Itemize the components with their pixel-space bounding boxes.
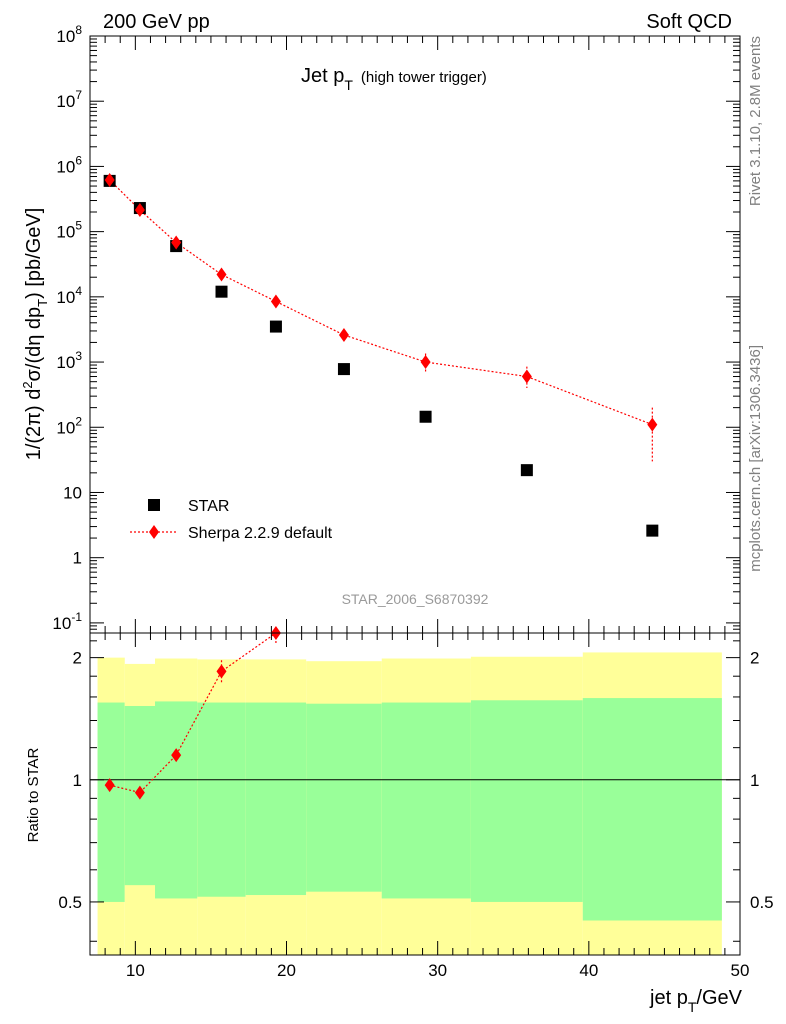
ratio-band-inner [245,702,307,896]
sherpa-data-point [420,355,431,370]
y-tick-label: 108 [56,23,82,46]
ratio-y-tick-label: 1 [73,771,82,790]
y-tick-label: 10-1 [52,610,82,633]
legend-label-star: STAR [188,498,229,515]
sherpa-data-point [134,202,145,217]
ratio-panel: 0.5 0.5 1 1 2 2 10 20 30 40 50 Ratio to STAR jet … [25,626,774,1015]
star-data-point [215,285,228,298]
star-data-point [419,410,432,423]
sherpa-data-point [171,235,182,250]
ratio-band-inner [470,700,583,902]
ratio-y-tick-label-right: 0.5 [750,893,774,912]
main-x-axis [104,36,741,633]
sherpa-data-point [338,327,349,342]
ratio-sherpa-point [171,748,182,763]
plot-title: Jet pT (high tower trigger) [301,65,487,93]
rivet-version-label: Rivet 3.1.10, 2.8M events [747,36,764,206]
ratio-sherpa-line [109,632,277,794]
main-frame [89,35,741,634]
star-data-point [337,363,350,376]
main-y-axis-label: 1/(2π) d2σ/(dη dpT) [pb/GeV] [20,208,50,461]
ratio-x-axis: 10 20 30 40 50 [104,633,750,980]
main-series [103,172,659,537]
ratio-y-tick-label: 0.5 [58,893,82,912]
x-tick-label: 30 [428,961,447,980]
ratio-band-inner [155,701,198,899]
ratio-band-inner [197,702,246,897]
x-tick-label: 40 [579,961,598,980]
y-tick-label: 107 [56,88,82,111]
y-tick-label: 106 [56,153,82,176]
x-tick-label: 50 [731,961,750,980]
sherpa-data-point [647,417,658,432]
ratio-y-axis: 0.5 0.5 1 1 2 2 [58,640,774,942]
ratio-y-tick-label: 2 [73,649,82,668]
legend-marker-sherpa [149,525,159,539]
x-tick-label: 20 [277,961,296,980]
header-energy-label: 200 GeV pp [103,11,210,33]
y-tick-label: 104 [56,284,82,307]
y-tick-label: 1 [73,549,82,568]
y-tick-label: 105 [56,219,82,242]
mcplots-source-label: mcplots.cern.ch [arXiv:1306.3436] [747,345,764,572]
ratio-band-inner [306,703,382,892]
star-data-point [646,524,659,537]
ratio-sherpa-point [104,778,115,793]
main-y-axis: 10-1 1 10 102 103 104 105 106 107 108 [52,23,740,634]
star-data-point [269,320,282,333]
analysis-watermark: STAR_2006_S6870392 [342,591,489,607]
ratio-uncertainty-bands [97,652,722,955]
ratio-y-tick-label-right: 1 [750,771,759,790]
y-tick-label: 10 [63,483,82,502]
main-panel: 10-1 1 10 102 103 104 105 106 107 108 Jet pT (high… [20,23,741,634]
sherpa-line [109,179,653,426]
legend-marker-star [148,499,160,511]
y-tick-label: 102 [56,414,82,437]
ratio-sherpa-point [216,664,227,679]
y-tick-label: 103 [56,349,82,372]
ratio-y-tick-label-right: 2 [750,649,759,668]
x-axis-label: jet pT/GeV [649,987,743,1015]
header-category-label: Soft QCD [646,11,732,33]
sherpa-data-point [104,172,115,187]
sherpa-data-point [521,369,532,384]
ratio-band-inner [97,702,125,902]
x-tick-label: 10 [126,961,145,980]
ratio-frame [89,632,741,956]
sherpa-data-point [270,294,281,309]
legend: STAR Sherpa 2.2.9 default [130,498,333,542]
star-data-point [520,464,533,477]
ratio-band-inner [582,698,722,921]
ratio-band-inner [381,702,471,899]
sherpa-data-point [216,267,227,282]
legend-label-sherpa: Sherpa 2.2.9 default [188,525,333,542]
ratio-sherpa-point [134,785,145,800]
ratio-y-axis-label: Ratio to STAR [25,747,42,842]
